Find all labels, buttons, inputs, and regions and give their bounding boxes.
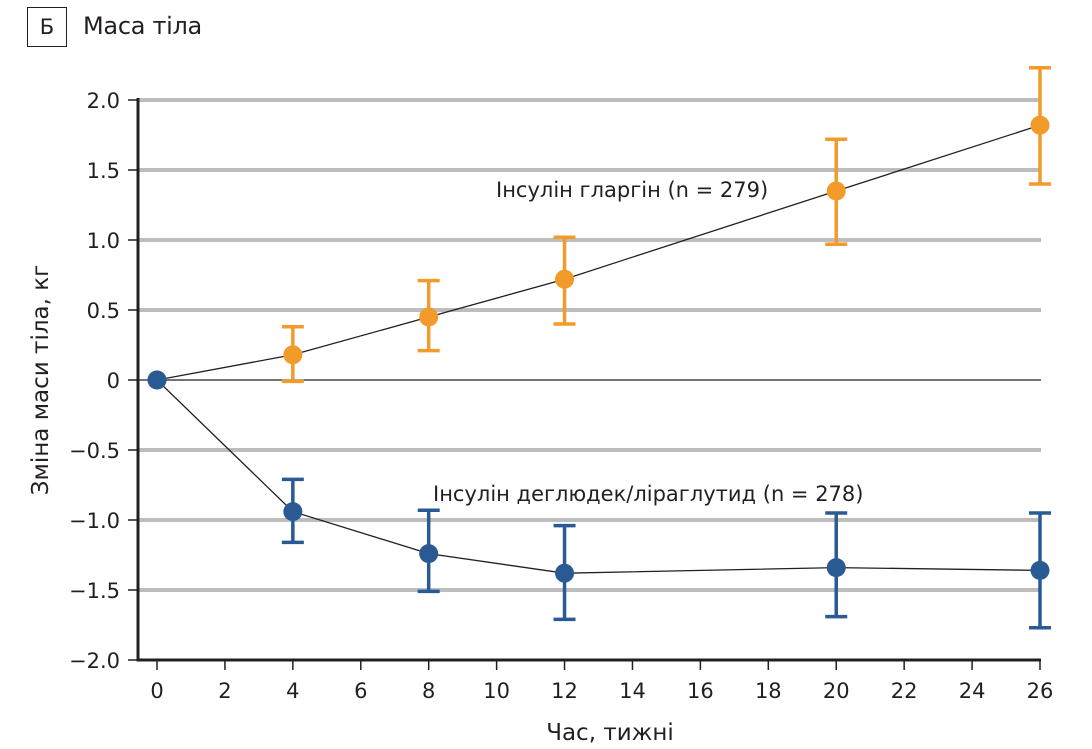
data-point-degludec_liraglutide <box>283 502 303 522</box>
y-tick-label: −2.0 <box>69 649 120 673</box>
data-point-glargine <box>826 181 846 201</box>
data-point-degludec_liraglutide <box>419 544 439 564</box>
series-label-degludec-liraglutide: Інсулін деглюдек/ліраглутид (n = 278) <box>433 482 863 506</box>
data-point-glargine <box>1030 115 1050 135</box>
x-axis-title: Час, тижні <box>546 720 674 746</box>
chart-title: Маса тіла <box>83 12 202 40</box>
series-line-glargine <box>156 124 1041 381</box>
data-point-degludec_liraglutide <box>555 563 575 583</box>
y-tick-label: 0.5 <box>87 299 120 323</box>
series-label-glargine: Інсулін гларгін (n = 279) <box>496 178 768 202</box>
x-tick-label: 26 <box>1027 679 1054 703</box>
data-point-glargine <box>283 345 303 365</box>
y-tick-label: −1.5 <box>69 579 120 603</box>
data-point-degludec_liraglutide <box>147 370 167 390</box>
x-tick-label: 2 <box>218 679 231 703</box>
series-line-degludec_liraglutide <box>156 379 1041 574</box>
x-tick-label: 20 <box>823 679 850 703</box>
y-tick-label: −1.0 <box>69 509 120 533</box>
x-tick-label: 14 <box>619 679 646 703</box>
y-tick-label: 0 <box>107 369 120 393</box>
x-tick-label: 22 <box>891 679 918 703</box>
x-tick-label: 4 <box>286 679 299 703</box>
y-tick-label: 1.5 <box>87 159 120 183</box>
panel-letter: Б <box>27 7 67 47</box>
x-tick-label: 24 <box>959 679 986 703</box>
y-tick-label: −0.5 <box>69 439 120 463</box>
x-tick-label: 8 <box>422 679 435 703</box>
data-point-glargine <box>555 269 575 289</box>
axes: 2.01.51.00.50−0.5−1.0−1.5−2.00 2 4 6 8 10 12 14… <box>69 89 1053 703</box>
y-tick-label: 2.0 <box>87 89 120 113</box>
data-point-degludec_liraglutide <box>826 558 846 578</box>
series-group <box>147 66 1051 630</box>
data-point-glargine <box>419 307 439 327</box>
x-tick-label: 18 <box>755 679 782 703</box>
y-axis-title: Зміна маси тіла, кг <box>28 265 54 495</box>
x-tick-label: 0 <box>150 679 163 703</box>
x-tick-label: 6 <box>354 679 367 703</box>
x-tick-label: 10 <box>483 679 510 703</box>
gridlines <box>138 98 1041 592</box>
y-tick-label: 1.0 <box>87 229 120 253</box>
x-tick-label: 16 <box>687 679 714 703</box>
data-point-degludec_liraglutide <box>1030 560 1050 580</box>
x-tick-label: 12 <box>551 679 578 703</box>
